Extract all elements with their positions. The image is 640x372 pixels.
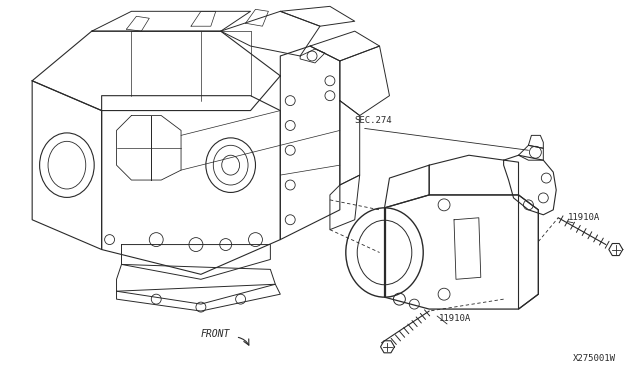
- Text: 11910A: 11910A: [439, 314, 471, 323]
- Text: X275001W: X275001W: [573, 354, 616, 363]
- Text: SEC.274: SEC.274: [355, 116, 392, 125]
- Text: FRONT: FRONT: [201, 329, 230, 339]
- Text: 11910A: 11910A: [568, 213, 600, 222]
